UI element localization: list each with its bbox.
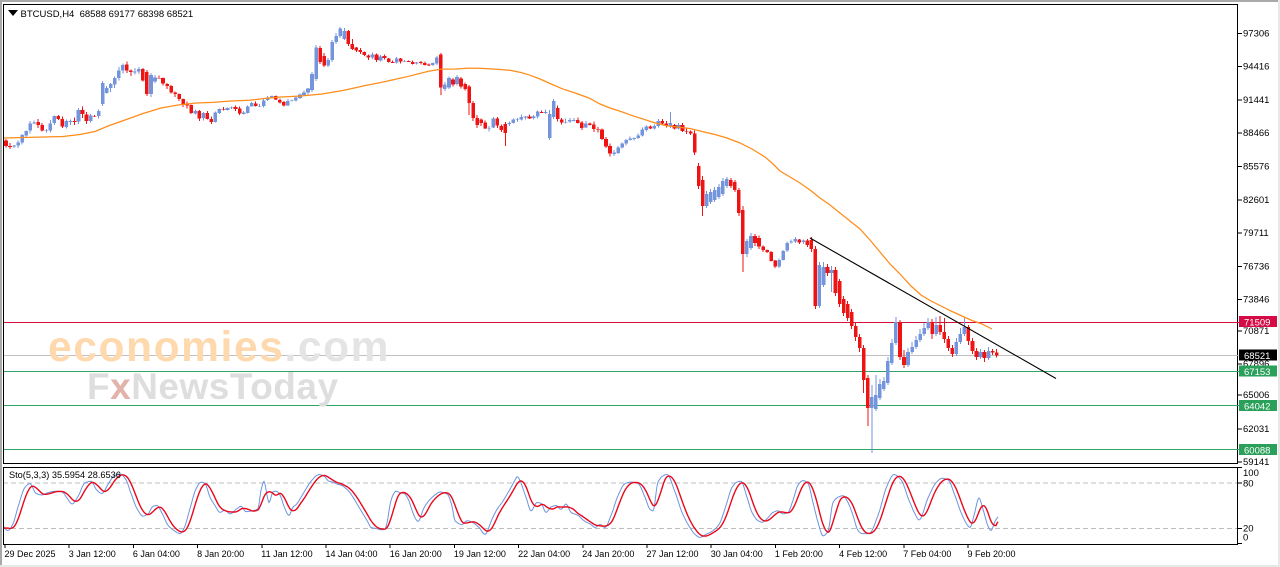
svg-text:7 Feb 04:00: 7 Feb 04:00	[903, 549, 951, 559]
svg-text:67153: 67153	[1244, 367, 1270, 378]
svg-text:85576: 85576	[1243, 162, 1269, 173]
svg-text:64042: 64042	[1244, 402, 1270, 413]
svg-text:60088: 60088	[1244, 446, 1270, 457]
svg-text:22 Jan 04:00: 22 Jan 04:00	[518, 549, 570, 559]
svg-text:20: 20	[1243, 523, 1254, 534]
svg-text:65006: 65006	[1243, 390, 1269, 401]
svg-text:19 Jan 12:00: 19 Jan 12:00	[454, 549, 506, 559]
svg-text:FxNewsToday: FxNewsToday	[87, 366, 339, 407]
svg-text:Sto(5,3,3) 35.5954 28.6536: Sto(5,3,3) 35.5954 28.6536	[9, 470, 121, 480]
svg-text:8 Jan 20:00: 8 Jan 20:00	[197, 549, 244, 559]
svg-text:79711: 79711	[1243, 228, 1269, 239]
svg-text:80: 80	[1243, 478, 1254, 489]
svg-text:97306: 97306	[1243, 29, 1269, 40]
svg-text:70871: 70871	[1243, 326, 1269, 337]
svg-text:91441: 91441	[1243, 95, 1269, 106]
svg-text:29 Dec 2025: 29 Dec 2025	[5, 549, 56, 559]
svg-text:94416: 94416	[1243, 62, 1269, 73]
svg-text:6 Jan 04:00: 6 Jan 04:00	[133, 549, 180, 559]
svg-text:71509: 71509	[1244, 317, 1270, 328]
svg-text:4 Feb 12:00: 4 Feb 12:00	[839, 549, 887, 559]
svg-text:9 Feb 20:00: 9 Feb 20:00	[968, 549, 1016, 559]
svg-text:62031: 62031	[1243, 424, 1269, 435]
svg-text:82601: 82601	[1243, 195, 1269, 206]
svg-text:100: 100	[1243, 468, 1259, 479]
svg-text:30 Jan 04:00: 30 Jan 04:00	[711, 549, 763, 559]
svg-text:67896: 67896	[1243, 359, 1269, 370]
svg-text:27 Jan 12:00: 27 Jan 12:00	[647, 549, 699, 559]
svg-text:68521: 68521	[1244, 351, 1270, 362]
svg-text:1 Feb 20:00: 1 Feb 20:00	[775, 549, 823, 559]
svg-text:88466: 88466	[1243, 128, 1269, 139]
svg-text:59141: 59141	[1243, 457, 1269, 468]
svg-text:0: 0	[1243, 533, 1248, 544]
svg-text:11 Jan 12:00: 11 Jan 12:00	[261, 549, 312, 559]
svg-text:3 Jan 12:00: 3 Jan 12:00	[69, 549, 116, 559]
svg-text:73846: 73846	[1243, 295, 1269, 306]
svg-text:76736: 76736	[1243, 262, 1269, 273]
svg-text:16 Jan 20:00: 16 Jan 20:00	[390, 549, 442, 559]
svg-text:economies.com: economies.com	[48, 324, 390, 371]
svg-text:24 Jan 20:00: 24 Jan 20:00	[582, 549, 634, 559]
svg-text:BTCUSD,H4 68588 69177 68398 6: BTCUSD,H4 68588 69177 68398 68521	[21, 9, 194, 20]
svg-text:14 Jan 04:00: 14 Jan 04:00	[326, 549, 378, 559]
